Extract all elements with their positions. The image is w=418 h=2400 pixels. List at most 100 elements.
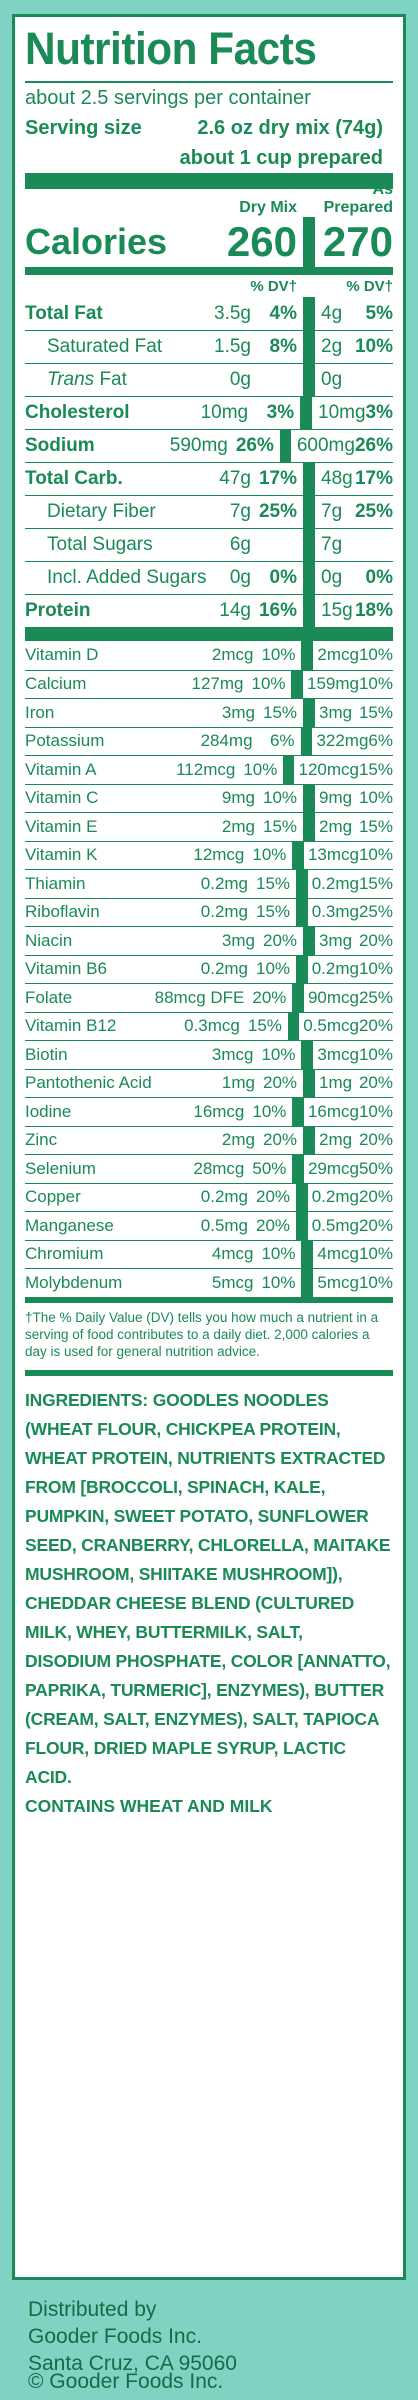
dry-dv: 10% — [261, 1272, 296, 1292]
dry-amount: 3mg — [221, 930, 255, 950]
dry-amount: 10mg — [200, 402, 249, 423]
vitamin-row: Iron 3mg 15% 3mg 15% — [25, 698, 393, 727]
column-separator — [292, 984, 304, 1012]
vitamin-name: Copper — [25, 1187, 81, 1207]
vitamin-name: Thiamin — [25, 873, 86, 893]
dry-amount: 2mg — [221, 1130, 255, 1150]
vitamin-row: Niacin 3mg 20% 3mg 20% — [25, 926, 393, 955]
nutrition-facts-panel: Nutrition Facts about 2.5 servings per c… — [12, 14, 406, 2280]
nutrient-name: Incl. Added Sugars — [47, 567, 207, 588]
nutrient-name: Saturated Fat — [47, 336, 163, 357]
dry-dv: 50% — [252, 1158, 287, 1178]
dry-dv: 4% — [269, 302, 297, 324]
dry-dv: 26% — [235, 435, 274, 456]
prepared-amount: 0.2mg — [311, 873, 359, 893]
dry-dv: 15% — [256, 902, 291, 922]
dry-amount: 6g — [229, 534, 251, 555]
dry-amount: 88mcg DFE — [154, 987, 245, 1007]
column-as-prepared: As Prepared — [323, 181, 393, 216]
dry-dv: 20% — [263, 1130, 298, 1150]
copyright: © Gooder Foods Inc. — [28, 2370, 224, 2393]
prepared-amount: 2mg — [319, 1130, 353, 1150]
vitamin-name: Selenium — [25, 1158, 96, 1178]
dry-amount: 9mg — [221, 788, 255, 808]
prepared-dv: 15% — [358, 816, 393, 836]
dry-dv: 20% — [263, 930, 298, 950]
dry-amount: 2mcg — [211, 645, 254, 665]
prepared-amount: 3mg — [319, 930, 353, 950]
column-separator — [301, 1041, 314, 1069]
prepared-dv: 20% — [358, 1073, 393, 1093]
prepared-amount: 90mcg — [307, 987, 359, 1007]
dv-header-row: % DV† % DV† — [25, 275, 393, 297]
dry-amount: 590mg — [169, 435, 228, 456]
dry-amount: 0.2mg — [200, 873, 249, 893]
dry-dv: 10% — [252, 1101, 287, 1121]
vitamin-name: Pantothenic Acid — [25, 1073, 152, 1093]
dry-dv: 25% — [258, 501, 297, 522]
prepared-amount: 7g — [321, 501, 343, 522]
prepared-amount: 0.3mg — [311, 902, 359, 922]
servings-per-container: about 2.5 servings per container — [25, 87, 311, 109]
prepared-dv: 20% — [358, 1016, 393, 1036]
column-separator — [292, 1155, 304, 1183]
nutrient-row: Dietary Fiber 7g 25% 7g 25% — [25, 495, 393, 528]
serving-size-row: Serving size 2.6 oz dry mix (74g) — [25, 113, 393, 143]
dry-amount: 1.5g — [214, 336, 251, 357]
prepared-amount: 2g — [321, 336, 343, 357]
column-separator — [292, 1098, 304, 1126]
vitamin-row: Copper 0.2mg 20% 0.2mg 20% — [25, 1182, 393, 1211]
column-separator — [303, 331, 315, 363]
vitamin-row: Folate 88mcg DFE 20% 90mcg 25% — [25, 983, 393, 1012]
nutrient-row: Total Carb. 47g 17% 48g 17% — [25, 462, 393, 495]
thick-divider — [25, 1369, 393, 1376]
dry-dv: 10% — [243, 759, 278, 779]
dry-dv: 3% — [266, 402, 295, 423]
dry-amount: 0.2mg — [200, 959, 249, 979]
nutrient-table: Total Fat 3.5g 4% 4g 5% Saturated Fat 1.5g 8% 2g… — [25, 297, 393, 627]
nutrition-title: Nutrition Facts — [25, 23, 317, 74]
column-separator — [303, 699, 315, 727]
prepared-amount: 1mg — [319, 1073, 353, 1093]
nutrient-name: Dietary Fiber — [47, 501, 156, 522]
vitamin-name: Vitamin B12 — [25, 1016, 117, 1036]
calories-label: Calories — [25, 221, 168, 262]
serving-size-label: Serving size — [25, 117, 142, 139]
column-separator — [291, 670, 303, 698]
column-separator — [303, 297, 315, 330]
column-separator — [296, 898, 308, 926]
prepared-dv: 20% — [358, 1187, 393, 1207]
dry-dv: 17% — [258, 468, 297, 489]
dry-amount: 127mg — [191, 674, 244, 694]
dry-dv: 0% — [269, 567, 297, 588]
column-separator — [296, 955, 308, 983]
dry-amount: 0g — [229, 369, 251, 390]
prepared-amount: 5mcg — [317, 1272, 359, 1292]
thick-divider — [25, 627, 393, 641]
column-separator — [303, 364, 315, 396]
vitamin-name: Manganese — [25, 1215, 114, 1235]
dry-dv: 15% — [263, 702, 298, 722]
prepared-dv: 17% — [354, 468, 393, 489]
nutrient-name-text: Fat — [99, 369, 127, 390]
column-separator — [303, 784, 315, 812]
vitamin-name: Niacin — [25, 930, 73, 950]
prepared-dv: 0% — [365, 567, 393, 588]
prepared-amount: 0.5mg — [311, 1215, 359, 1235]
dry-dv: 10% — [261, 1244, 296, 1264]
distributor-line2: Gooder Foods Inc. — [28, 2325, 202, 2348]
nutrient-name: Protein — [25, 600, 91, 621]
nutrient-name: Sodium — [25, 435, 95, 456]
prepared-amount: 159mg — [306, 674, 359, 694]
prepared-amount: 0.5mcg — [303, 1016, 359, 1036]
prepared-dv: 18% — [354, 600, 393, 621]
vitamin-name: Vitamin E — [25, 816, 98, 836]
vitamin-row: Molybdenum 5mcg 10% 5mcg 10% — [25, 1268, 393, 1297]
prepared-dv: 15% — [358, 702, 393, 722]
dv-header-prepared: % DV† — [346, 277, 393, 295]
nutrient-row: Cholesterol 10mg 3% 10mg 3% — [25, 396, 393, 429]
prepared-amount: 4mcg — [317, 1244, 359, 1264]
column-separator — [303, 813, 315, 841]
nutrient-name: Total Fat — [25, 302, 103, 324]
prepared-dv: 10% — [358, 959, 393, 979]
